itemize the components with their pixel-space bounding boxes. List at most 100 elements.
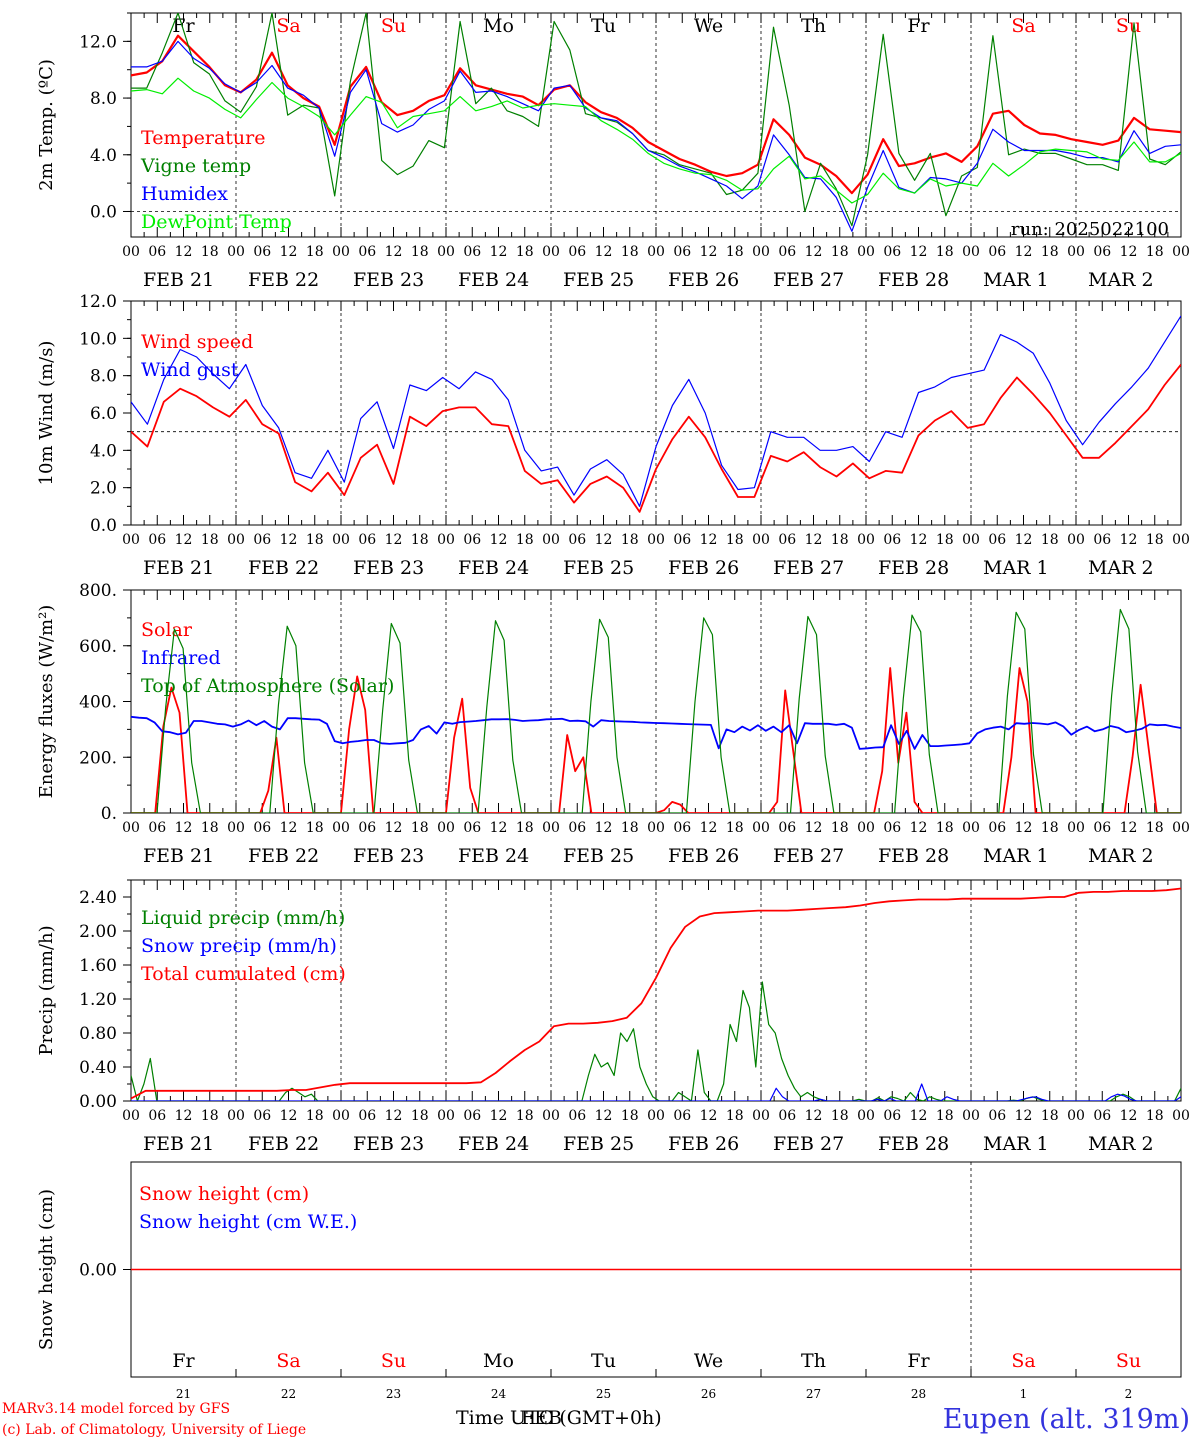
day-of-week-label: We — [694, 15, 723, 37]
day-number-label: 21 — [176, 1387, 191, 1401]
y-tick-label: 800. — [79, 581, 117, 601]
hour-tick-label: 12 — [700, 532, 718, 548]
hour-tick-label: 18 — [621, 1108, 639, 1124]
y-tick-label: 0. — [101, 804, 117, 824]
hour-tick-label: 06 — [358, 1108, 376, 1124]
day-number-label: 28 — [911, 1387, 926, 1401]
hour-tick-label: 18 — [201, 244, 219, 260]
series-line — [131, 40, 1181, 232]
hour-tick-label: 06 — [463, 244, 481, 260]
y-tick-label: 2.40 — [79, 888, 117, 908]
day-of-week-label: Th — [801, 15, 826, 37]
hour-tick-label: 18 — [201, 820, 219, 836]
legend-entry: Snow height (cm) — [139, 1183, 309, 1205]
series-line — [131, 715, 1181, 750]
date-label: FEB 21 — [143, 1133, 214, 1155]
date-label: FEB 22 — [248, 269, 319, 291]
y-tick-label: 12.0 — [79, 292, 117, 312]
date-label: MAR 2 — [1088, 845, 1154, 867]
hour-tick-label: 06 — [883, 244, 901, 260]
hour-tick-label: 18 — [621, 532, 639, 548]
day-of-week-label: Th — [801, 1350, 826, 1372]
legend-entry: Total cumulated (cm) — [141, 963, 346, 985]
hour-tick-label: 06 — [253, 820, 271, 836]
y-tick-label: 400. — [79, 693, 117, 713]
hour-tick-label: 06 — [463, 1108, 481, 1124]
day-of-week-label: Su — [381, 1350, 406, 1372]
y-axis-label: Precip (mm/h) — [36, 925, 57, 1055]
legend-entry: Top of Atmosphere (Solar) — [141, 675, 394, 697]
hour-tick-label: 00 — [122, 532, 140, 548]
date-label: FEB 27 — [773, 557, 844, 579]
hour-tick-label: 06 — [253, 532, 271, 548]
y-tick-label: 600. — [79, 637, 117, 657]
y-tick-label: 6.0 — [90, 404, 117, 424]
hour-tick-label: 00 — [437, 244, 455, 260]
hour-tick-label: 06 — [568, 532, 586, 548]
hour-tick-label: 00 — [857, 532, 875, 548]
date-label: FEB 25 — [563, 269, 634, 291]
panel-2: 0.0 2.0 4.0 6.0 8.0 10.0 12.0 10m Wind (m/s) 00 0… — [36, 292, 1190, 579]
hour-tick-label: 12 — [280, 1108, 298, 1124]
hour-tick-label: 00 — [1172, 1108, 1190, 1124]
date-label: FEB 25 — [563, 845, 634, 867]
date-label: FEB 23 — [353, 1133, 424, 1155]
hour-tick-label: 12 — [1015, 532, 1033, 548]
hour-tick-label: 12 — [175, 820, 193, 836]
hour-tick-label: 00 — [1172, 532, 1190, 548]
hour-tick-label: 12 — [595, 244, 613, 260]
hour-tick-label: 18 — [1146, 244, 1164, 260]
panel-5: 0.00 Snow height (cm) Fr Sa Su Mo Tu We Th Fr Sa Su… — [36, 1161, 1182, 1401]
hour-tick-label: 12 — [595, 532, 613, 548]
hour-tick-label: 18 — [201, 532, 219, 548]
hour-tick-label: 12 — [1120, 1108, 1138, 1124]
hour-tick-label: 18 — [411, 820, 429, 836]
date-label: FEB 24 — [458, 269, 529, 291]
date-label: MAR 1 — [983, 845, 1049, 867]
hour-tick-label: 00 — [1067, 1108, 1085, 1124]
day-number-label: 26 — [701, 1387, 716, 1401]
legend-entry: Infrared — [141, 647, 221, 669]
day-of-week-label: Su — [381, 15, 406, 37]
series-line — [131, 981, 1181, 1101]
hour-tick-label: 18 — [726, 244, 744, 260]
hour-tick-label: 06 — [988, 1108, 1006, 1124]
hour-tick-label: 00 — [1172, 820, 1190, 836]
hour-tick-label: 18 — [1146, 1108, 1164, 1124]
date-label: FEB 22 — [248, 557, 319, 579]
series-line — [131, 887, 1181, 1100]
legend-entry: DewPoint Temp — [141, 211, 292, 233]
legend-entry: Temperature — [141, 127, 265, 149]
hour-tick-label: 18 — [936, 820, 954, 836]
hour-tick-label: 00 — [647, 1108, 665, 1124]
day-of-week-label: Sa — [276, 1350, 300, 1372]
hour-tick-label: 06 — [1093, 820, 1111, 836]
hour-tick-label: 00 — [647, 532, 665, 548]
date-label: FEB 21 — [143, 557, 214, 579]
y-tick-label: 0.80 — [79, 1024, 117, 1044]
hour-tick-label: 00 — [542, 820, 560, 836]
hour-tick-label: 12 — [490, 244, 508, 260]
legend-entry: Vigne temp — [140, 155, 251, 177]
hour-tick-label: 18 — [306, 244, 324, 260]
date-label: FEB 28 — [878, 557, 949, 579]
y-tick-label: 8.0 — [90, 89, 117, 109]
x-axis-title-overlay: FEB — [521, 1407, 562, 1429]
hour-tick-label: 12 — [700, 1108, 718, 1124]
y-tick-label: 0.0 — [90, 202, 117, 222]
station-name: Eupen (alt. 319m) — [943, 1404, 1190, 1435]
day-of-week-label: We — [694, 1350, 723, 1372]
y-tick-label: 4.0 — [90, 146, 117, 166]
hour-tick-label: 00 — [752, 244, 770, 260]
hour-tick-label: 06 — [988, 532, 1006, 548]
date-label: FEB 26 — [668, 557, 739, 579]
hour-tick-label: 06 — [988, 820, 1006, 836]
date-label: FEB 23 — [353, 557, 424, 579]
hour-tick-label: 18 — [831, 820, 849, 836]
date-label: MAR 2 — [1088, 557, 1154, 579]
hour-tick-label: 06 — [778, 244, 796, 260]
hour-tick-label: 12 — [385, 820, 403, 836]
hour-tick-label: 06 — [148, 820, 166, 836]
y-axis-label: 2m Temp. (ºC) — [36, 59, 57, 191]
hour-tick-label: 06 — [568, 820, 586, 836]
